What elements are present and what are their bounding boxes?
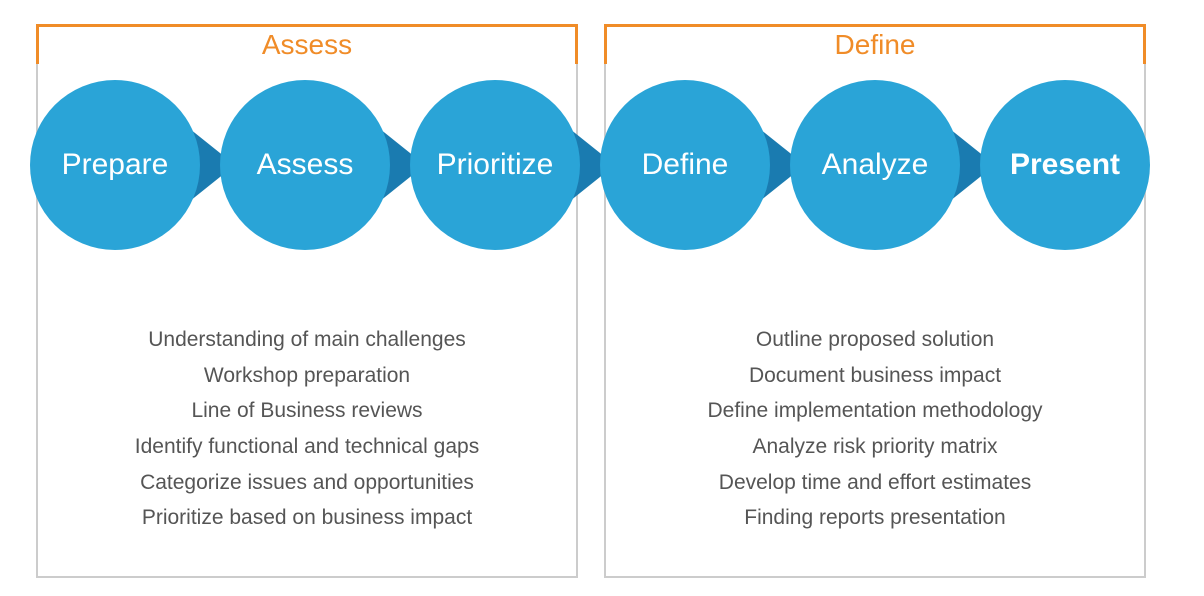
step-circle-present: Present bbox=[980, 80, 1150, 250]
step-label: Prioritize bbox=[437, 148, 554, 182]
step-label: Prepare bbox=[62, 148, 169, 182]
bullet-item: Document business impact bbox=[606, 358, 1144, 394]
step-circle-assess: Assess bbox=[220, 80, 390, 250]
bullet-item: Analyze risk priority matrix bbox=[606, 429, 1144, 465]
phase-bullets-assess: Understanding of main challenges Worksho… bbox=[38, 322, 576, 536]
bullet-item: Prioritize based on business impact bbox=[38, 500, 576, 536]
bullet-item: Develop time and effort estimates bbox=[606, 465, 1144, 501]
bullet-item: Finding reports presentation bbox=[606, 500, 1144, 536]
step-circle-prepare: Prepare bbox=[30, 80, 200, 250]
step-circle-prioritize: Prioritize bbox=[410, 80, 580, 250]
bullet-item: Workshop preparation bbox=[38, 358, 576, 394]
phase-header-assess: Assess bbox=[36, 24, 578, 64]
phase-bullets-define: Outline proposed solution Document busin… bbox=[606, 322, 1144, 536]
bullet-item: Identify functional and technical gaps bbox=[38, 429, 576, 465]
phase-header-define: Define bbox=[604, 24, 1146, 64]
step-label: Assess bbox=[257, 148, 354, 182]
step-label: Define bbox=[642, 148, 729, 182]
bullet-item: Categorize issues and opportunities bbox=[38, 465, 576, 501]
bullet-item: Outline proposed solution bbox=[606, 322, 1144, 358]
step-circle-define: Define bbox=[600, 80, 770, 250]
process-diagram: Assess Understanding of main challenges … bbox=[0, 0, 1204, 596]
phase-title-assess: Assess bbox=[262, 29, 352, 61]
step-label: Present bbox=[1010, 148, 1120, 182]
bullet-item: Understanding of main challenges bbox=[38, 322, 576, 358]
bullet-item: Define implementation methodology bbox=[606, 393, 1144, 429]
phase-title-define: Define bbox=[835, 29, 916, 61]
step-circle-analyze: Analyze bbox=[790, 80, 960, 250]
step-label: Analyze bbox=[822, 148, 929, 182]
bullet-item: Line of Business reviews bbox=[38, 393, 576, 429]
